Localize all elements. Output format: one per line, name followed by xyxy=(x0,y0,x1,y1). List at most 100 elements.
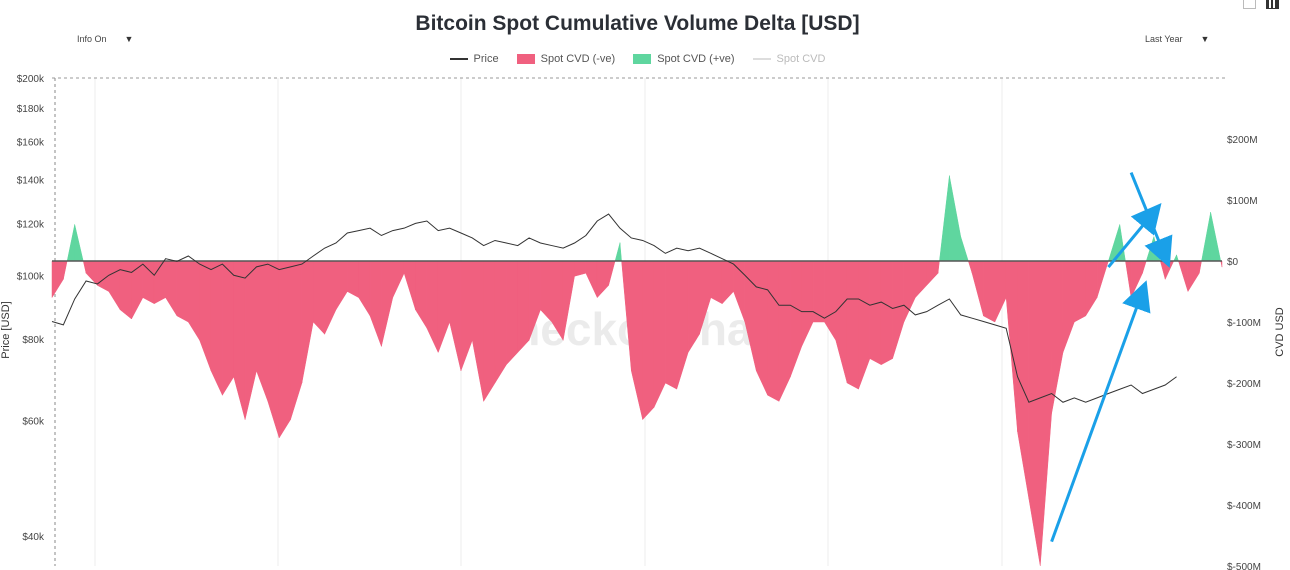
y-left-tick-label: $160k xyxy=(17,138,45,149)
cvd-area-segment xyxy=(939,175,950,262)
cvd-area-segment xyxy=(1187,260,1200,293)
cvd-area-segment xyxy=(66,224,75,262)
cvd-area-segment xyxy=(1005,260,1018,432)
y-left-tick-label: $60k xyxy=(22,417,45,428)
cvd-area-segment xyxy=(1051,260,1064,414)
legend-item-cvd-negative[interactable]: Spot CVD (-ve) xyxy=(516,53,616,65)
cvd-area-segment xyxy=(51,260,64,299)
cvd-area-segment xyxy=(608,260,616,286)
legend-label-cvd-positive: Spot CVD (+ve) xyxy=(657,53,735,65)
y-right-tick-label: $-200M xyxy=(1227,379,1261,390)
cvd-area-segment xyxy=(460,260,473,371)
cvd-area-segment xyxy=(585,260,598,298)
cvd-area-segment xyxy=(676,260,689,390)
cvd-area-segment xyxy=(210,260,223,396)
annotation-arrows xyxy=(1050,171,1173,543)
cvd-area-segment xyxy=(949,175,961,262)
cvd-area-segment xyxy=(642,260,655,421)
cvd-area-segment xyxy=(290,260,303,420)
cvd-area-segment xyxy=(846,260,859,390)
legend-label-cvd-negative: Spot CVD (-ve) xyxy=(540,53,616,65)
cvd-area-series xyxy=(51,175,1223,567)
cvd-area-segment xyxy=(517,260,530,354)
legend-item-cvd[interactable]: Spot CVD xyxy=(752,53,825,65)
cvd-area-segment xyxy=(165,260,178,317)
cvd-area-segment xyxy=(619,242,622,262)
cvd-area-segment xyxy=(188,260,200,342)
cvd-area-segment xyxy=(824,260,837,342)
legend-swatch-price xyxy=(449,58,468,60)
cvd-area-segment xyxy=(244,260,257,420)
cvd-area-segment xyxy=(1164,260,1175,280)
y-left-tick-label: $200k xyxy=(17,74,45,85)
range-select-label: Last Year xyxy=(1145,34,1183,44)
cvd-area-segment xyxy=(653,260,666,408)
cvd-area-segment xyxy=(983,260,996,323)
cvd-area-segment xyxy=(1142,260,1147,274)
cvd-area-segment xyxy=(1220,260,1223,268)
cvd-area-segment xyxy=(631,260,643,420)
cvd-area-segment xyxy=(1096,260,1109,298)
cvd-area-segment xyxy=(222,260,234,397)
cvd-area-segment xyxy=(142,260,155,305)
cvd-area-segment xyxy=(426,260,439,353)
cvd-area-segment xyxy=(415,260,428,329)
cvd-area-segment xyxy=(199,260,212,371)
cvd-area-segment xyxy=(449,260,462,371)
camera-icon[interactable] xyxy=(1243,0,1256,9)
cvd-area-segment xyxy=(835,260,848,384)
cvd-area-segment xyxy=(335,260,348,311)
annotation-arrow xyxy=(1129,171,1173,268)
cvd-area-segment xyxy=(1173,254,1177,262)
legend-swatch-cvd-negative xyxy=(516,54,535,64)
cvd-area-segment xyxy=(1199,260,1202,274)
toolbar-icons xyxy=(1243,0,1279,9)
cvd-area-segment xyxy=(437,260,450,353)
annotation-arrow xyxy=(1050,280,1151,543)
bar-chart-icon[interactable] xyxy=(1266,0,1279,9)
cvd-area-segment xyxy=(880,260,893,366)
price-series xyxy=(51,213,1177,403)
price-line xyxy=(51,213,1177,403)
y-right-tick-label: $-300M xyxy=(1227,440,1261,451)
cvd-area-segment xyxy=(778,260,791,402)
cvd-area-segment xyxy=(665,260,678,390)
annotation-arrow xyxy=(1107,202,1162,269)
cvd-area-segment xyxy=(63,260,68,280)
cvd-area-segment xyxy=(574,260,587,277)
cvd-area-segment xyxy=(767,260,780,402)
legend-label-price: Price xyxy=(473,53,499,65)
cvd-area-segment xyxy=(1119,224,1126,262)
cvd-area-segment xyxy=(82,260,87,274)
legend-item-cvd-positive[interactable]: Spot CVD (+ve) xyxy=(633,53,735,65)
cvd-area-segment xyxy=(506,260,518,366)
cvd-area-segment xyxy=(1201,212,1211,262)
y-right-tick-label: $200M xyxy=(1227,135,1258,146)
cvd-area-segment xyxy=(1062,260,1075,353)
cvd-area-segment xyxy=(967,260,973,274)
y-left-tick-label: $40k xyxy=(22,532,45,543)
cvd-area-segment xyxy=(131,260,144,320)
cvd-area-segment xyxy=(614,242,621,262)
y-left-tick-label: $140k xyxy=(17,176,45,187)
cvd-area-segment xyxy=(1028,260,1041,567)
cvd-area-segment xyxy=(710,260,723,305)
cvd-area-segment xyxy=(858,260,871,390)
cvd-area-segment xyxy=(347,260,359,299)
cvd-area-segment xyxy=(301,260,314,384)
cvd-area-segment xyxy=(74,224,84,262)
cvd-area-segment xyxy=(892,260,905,359)
info-toggle-label: Info On xyxy=(77,34,107,44)
y-left-tick-label: $100k xyxy=(17,271,45,282)
chart-legend: Price Spot CVD (-ve) Spot CVD (+ve) Spot… xyxy=(0,53,1275,65)
range-select-dropdown[interactable]: Last Year ▼ xyxy=(1145,34,1209,44)
cvd-area-segment xyxy=(358,260,371,317)
info-toggle-dropdown[interactable]: Info On ▼ xyxy=(77,34,133,44)
cvd-area-segment xyxy=(721,260,734,305)
cvd-area-segment xyxy=(790,260,802,377)
cvd-area-segment xyxy=(324,260,337,335)
y-right-tick-label: $100M xyxy=(1227,196,1258,207)
cvd-area-segment xyxy=(756,260,768,396)
cvd-area-segment xyxy=(971,260,984,316)
legend-item-price[interactable]: Price xyxy=(449,53,499,65)
